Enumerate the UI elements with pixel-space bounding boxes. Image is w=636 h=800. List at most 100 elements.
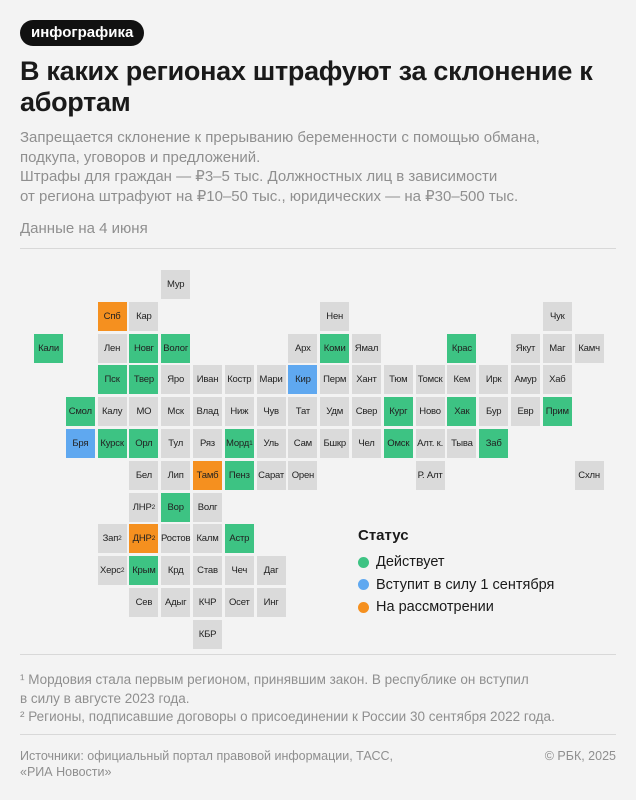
legend-label: На рассмотрении <box>376 599 494 616</box>
region-tile: Калу <box>97 397 127 427</box>
region-label: Кург <box>389 406 408 418</box>
region-label: Тыва <box>451 438 473 449</box>
region-tile: Перм <box>320 365 350 395</box>
region-label: Крас <box>451 342 472 354</box>
region-tile: Мск <box>161 397 191 427</box>
lead-line: Штрафы для граждан — ₽3–5 тыс. Должностн… <box>20 168 498 185</box>
region-tile: Р. Алт <box>415 460 445 490</box>
region-label: Прим <box>545 406 569 418</box>
region-tile: Якут <box>511 333 540 363</box>
region-tile: Костр <box>224 365 254 395</box>
region-tile: Кург <box>383 397 413 427</box>
region-tile: Волог <box>161 333 191 363</box>
legend-item-upcoming: Вступит в силу 1 сентября <box>358 574 554 597</box>
region-label: Чук <box>549 310 565 322</box>
region-label: Костр <box>227 374 252 386</box>
region-tile: Сарат <box>256 460 286 490</box>
region-label: ДНР <box>132 533 152 545</box>
region-tile: КЧР <box>193 588 222 617</box>
region-label: Нен <box>326 310 344 322</box>
region-label: Мур <box>167 279 185 290</box>
region-label: Хант <box>356 374 377 386</box>
region-tile: Хаб <box>542 365 572 395</box>
region-label: Ряз <box>200 438 215 449</box>
region-label: Ростов <box>161 533 191 545</box>
region-label: Пск <box>104 374 120 386</box>
region-footnote-mark: 2 <box>151 535 156 543</box>
bottom-divider <box>20 654 616 655</box>
region-label: Бел <box>135 469 152 481</box>
source-line: «РИА Новости» <box>20 765 112 779</box>
region-tile: Тюм <box>383 365 413 395</box>
page-title: В каких регионах штрафуют за склонение к… <box>20 56 593 117</box>
region-tile: Крас <box>447 333 477 363</box>
region-tile: Нен <box>320 301 350 331</box>
region-label: Яро <box>167 374 185 386</box>
region-tile: Лип <box>161 460 191 490</box>
region-tile: Пенз <box>224 460 254 490</box>
region-tile: Яро <box>161 365 191 395</box>
region-label: Бур <box>486 406 502 418</box>
region-label: Астр <box>229 533 250 545</box>
region-tile: Чел <box>352 429 381 458</box>
region-tile: Амур <box>511 365 540 395</box>
region-label: Херс <box>99 565 121 577</box>
lead-line: подкупа, уговоров и предложений. <box>20 148 261 166</box>
region-tile: Волг <box>193 492 222 522</box>
region-label: Кали <box>38 342 59 354</box>
region-tile: Твер <box>129 365 159 395</box>
region-tile: Смол <box>65 397 95 427</box>
region-label: Смол <box>68 406 92 418</box>
region-tile: Тамб <box>193 460 222 490</box>
region-label: КЧР <box>198 597 217 608</box>
region-tile: Ново <box>415 397 445 427</box>
region-tile: Ниж <box>224 397 254 427</box>
region-label: Ямал <box>354 342 379 354</box>
region-tile: Маг <box>542 333 572 363</box>
infographic-badge: инфографика <box>20 20 145 46</box>
region-label: Удм <box>326 406 344 418</box>
region-label: Заб <box>485 438 502 449</box>
region-tile: Орен <box>288 460 318 490</box>
region-label: Сев <box>135 597 153 608</box>
region-tile: Мари <box>256 365 286 395</box>
region-label: Волг <box>197 501 218 513</box>
region-label: Алт. к. <box>417 438 444 449</box>
lead-text: Запрещается склонение к прерыванию берем… <box>20 128 620 206</box>
region-label: Волог <box>163 342 189 354</box>
region-tile: Тат <box>288 397 318 427</box>
region-label: Спб <box>103 310 121 322</box>
legend-dot-review <box>358 601 369 613</box>
region-tile: Бря <box>65 429 95 458</box>
region-label: Сам <box>293 438 312 449</box>
region-label: Камч <box>578 342 600 354</box>
region-label: Хаб <box>549 374 566 386</box>
footnotes: ¹ Мордовия стала первым регионом, приняв… <box>20 671 620 727</box>
region-tile: Калм <box>193 524 222 554</box>
region-footnote-mark: 1 <box>249 440 253 447</box>
region-tile: Ямал <box>352 333 381 363</box>
region-tile: Хак <box>447 397 477 427</box>
footnote-line: ² Регионы, подписавшие договоры о присое… <box>20 709 555 724</box>
region-label: Мск <box>167 406 185 418</box>
region-label: Арх <box>295 342 311 354</box>
date-note: Данные на 4 июня <box>20 220 148 237</box>
legend-dot-active <box>358 556 369 568</box>
footnote-line: в силу в августе 2023 года. <box>20 690 190 706</box>
region-footnote-mark: 2 <box>118 535 122 543</box>
region-tile: Зап 2 <box>97 524 127 554</box>
region-label: Кем <box>453 374 471 386</box>
region-label: Амур <box>514 374 537 386</box>
copyright: © РБК, 2025 <box>544 749 616 763</box>
region-tile: Чув <box>256 397 286 427</box>
region-label: Пенз <box>228 469 250 481</box>
region-tile: Орл <box>129 429 159 458</box>
region-tile: Влад <box>193 397 222 427</box>
region-tile: Пск <box>97 365 127 395</box>
region-label: Зап <box>102 533 119 545</box>
region-label: ЛНР <box>132 501 152 513</box>
region-tile: Кир <box>288 365 318 395</box>
region-label: Ново <box>419 406 441 418</box>
legend-title: Статус <box>358 527 409 544</box>
